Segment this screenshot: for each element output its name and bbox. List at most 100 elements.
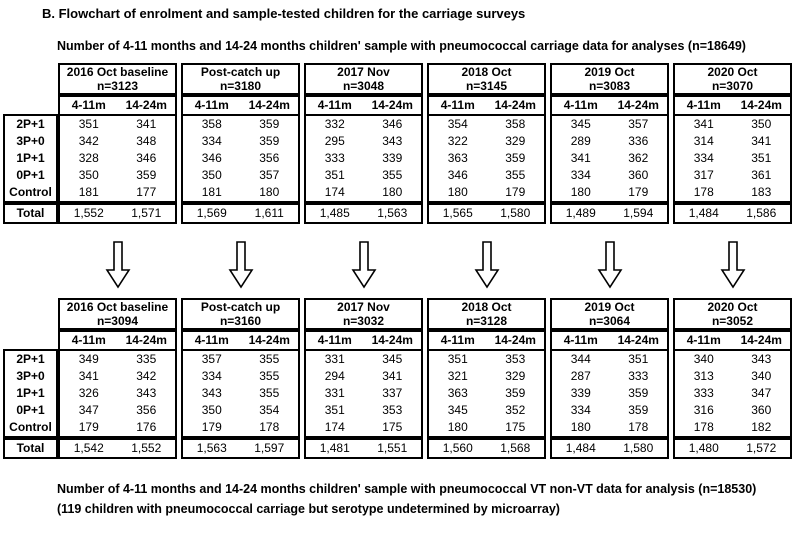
age-column-headers: 4-11m 14-24m — [60, 97, 175, 116]
table-row: 181 177 — [60, 184, 175, 201]
age-column-headers: 4-11m 14-24m — [429, 97, 544, 116]
count-cell: 347 — [78, 403, 99, 417]
total-cell: 1,481 — [319, 441, 350, 455]
survey-table-body: 4-11m 14-24m 354 358 322 329 363 359 346 355 180 17… — [427, 95, 546, 203]
count-cell: 359 — [505, 386, 526, 400]
count-cell: 179 — [505, 185, 526, 199]
table-row: 350 359 — [60, 167, 175, 184]
survey-title: 2020 Oct — [707, 65, 758, 79]
total-cell: 1,580 — [500, 206, 531, 220]
total-cell: 1,560 — [442, 441, 473, 455]
survey-title: 2017 Nov — [337, 300, 390, 314]
total-cell: 1,484 — [565, 441, 596, 455]
table-row: 331 345 — [306, 351, 421, 368]
total-cell: 1,552 — [73, 206, 104, 220]
total-row: 1,552 1,571 — [58, 203, 177, 224]
total-row: 1,489 1,594 — [550, 203, 669, 224]
survey-table: 2020 Oct n=3052 4-11m 14-24m 340 343 313 340 333… — [673, 298, 792, 459]
total-row: 1,569 1,611 — [181, 203, 300, 224]
age-column-header: 14-24m — [248, 333, 290, 347]
survey-table: 2019 Oct n=3083 4-11m 14-24m 345 357 289 336 341… — [550, 63, 669, 224]
row-labels-box: 2P+1 3P+0 1P+1 0P+1 Control — [3, 114, 58, 203]
count-cell: 343 — [201, 386, 222, 400]
count-cell: 361 — [751, 168, 772, 182]
total-row: 1,484 1,586 — [673, 203, 792, 224]
count-cell: 351 — [78, 117, 99, 131]
footer-note: (119 children with pneumococcal carriage… — [57, 502, 560, 516]
survey-table: 2020 Oct n=3070 4-11m 14-24m 341 350 314 341 334… — [673, 63, 792, 224]
arrow-slot — [181, 241, 300, 289]
table-row: 358 359 — [183, 116, 298, 133]
age-column-header: 4-11m — [194, 333, 229, 347]
count-cell: 355 — [259, 369, 280, 383]
age-column-headers: 4-11m 14-24m — [183, 97, 298, 116]
count-cell: 360 — [628, 168, 649, 182]
survey-table-body: 4-11m 14-24m 351 341 342 348 328 346 350 359 181 17… — [58, 95, 177, 203]
total-cell: 1,552 — [131, 441, 162, 455]
row-label-column: 2P+1 3P+0 1P+1 0P+1 Control Total — [3, 63, 58, 224]
count-cell: 354 — [259, 403, 280, 417]
count-cell: 334 — [201, 369, 222, 383]
total-row: 1,480 1,572 — [673, 438, 792, 459]
count-cell: 176 — [136, 420, 157, 434]
table-row: 180 179 — [429, 184, 544, 201]
row-label-column: 2P+1 3P+0 1P+1 0P+1 Control Total — [3, 298, 58, 459]
table-row: 326 343 — [60, 385, 175, 402]
count-cell: 347 — [751, 386, 772, 400]
survey-table-body: 4-11m 14-24m 331 345 294 341 331 337 351 353 174 17… — [304, 330, 423, 438]
survey-table-header: 2018 Oct n=3145 — [427, 63, 546, 95]
row-label-1pp1: 1P+1 — [16, 151, 45, 165]
count-cell: 363 — [447, 386, 468, 400]
count-cell: 334 — [201, 134, 222, 148]
count-cell: 182 — [751, 420, 772, 434]
age-column-header: 14-24m — [617, 98, 659, 112]
total-cell: 1,572 — [746, 441, 777, 455]
count-cell: 180 — [447, 420, 468, 434]
age-column-headers: 4-11m 14-24m — [675, 332, 790, 351]
count-cell: 333 — [693, 386, 714, 400]
age-column-headers: 4-11m 14-24m — [306, 332, 421, 351]
count-cell: 179 — [201, 420, 222, 434]
survey-title: 2018 Oct — [461, 65, 512, 79]
count-cell: 335 — [136, 352, 157, 366]
count-cell: 351 — [324, 403, 345, 417]
count-cell: 360 — [751, 403, 772, 417]
count-cell: 331 — [324, 386, 345, 400]
total-row: 1,565 1,580 — [427, 203, 546, 224]
survey-n: n=3180 — [219, 79, 262, 93]
age-column-headers: 4-11m 14-24m — [183, 332, 298, 351]
count-cell: 321 — [447, 369, 468, 383]
total-row: 1,560 1,568 — [427, 438, 546, 459]
down-arrow-icon — [718, 241, 748, 289]
survey-table-body: 4-11m 14-24m 332 346 295 343 333 339 351 355 174 18… — [304, 95, 423, 203]
count-cell: 329 — [505, 134, 526, 148]
age-column-header: 14-24m — [740, 333, 782, 347]
count-cell: 357 — [259, 168, 280, 182]
total-cell: 1,489 — [565, 206, 596, 220]
count-cell: 346 — [447, 168, 468, 182]
survey-table-header: 2016 Oct baseline n=3123 — [58, 63, 177, 95]
table-row: 295 343 — [306, 133, 421, 150]
down-arrow-icon — [103, 241, 133, 289]
count-cell: 359 — [628, 403, 649, 417]
table-row: 346 355 — [429, 167, 544, 184]
count-cell: 359 — [505, 151, 526, 165]
total-cell: 1,565 — [442, 206, 473, 220]
table-row: 345 357 — [552, 116, 667, 133]
count-cell: 356 — [259, 151, 280, 165]
survey-title: 2018 Oct — [461, 300, 512, 314]
count-cell: 316 — [693, 403, 714, 417]
row-label-2pp1: 2P+1 — [16, 352, 45, 366]
total-row: 1,485 1,563 — [304, 203, 423, 224]
survey-table-header: Post-catch up n=3180 — [181, 63, 300, 95]
count-cell: 352 — [505, 403, 526, 417]
age-column-header: 4-11m — [440, 98, 475, 112]
label-column-spacer — [3, 298, 58, 349]
figure-title: B. Flowchart of enrolment and sample-tes… — [42, 6, 526, 21]
table-row: 350 357 — [183, 167, 298, 184]
survey-table: Post-catch up n=3180 4-11m 14-24m 358 359 334 3… — [181, 63, 300, 224]
table-row: 181 180 — [183, 184, 298, 201]
count-cell: 339 — [570, 386, 591, 400]
table-row: 179 176 — [60, 419, 175, 436]
age-column-header: 14-24m — [248, 98, 290, 112]
